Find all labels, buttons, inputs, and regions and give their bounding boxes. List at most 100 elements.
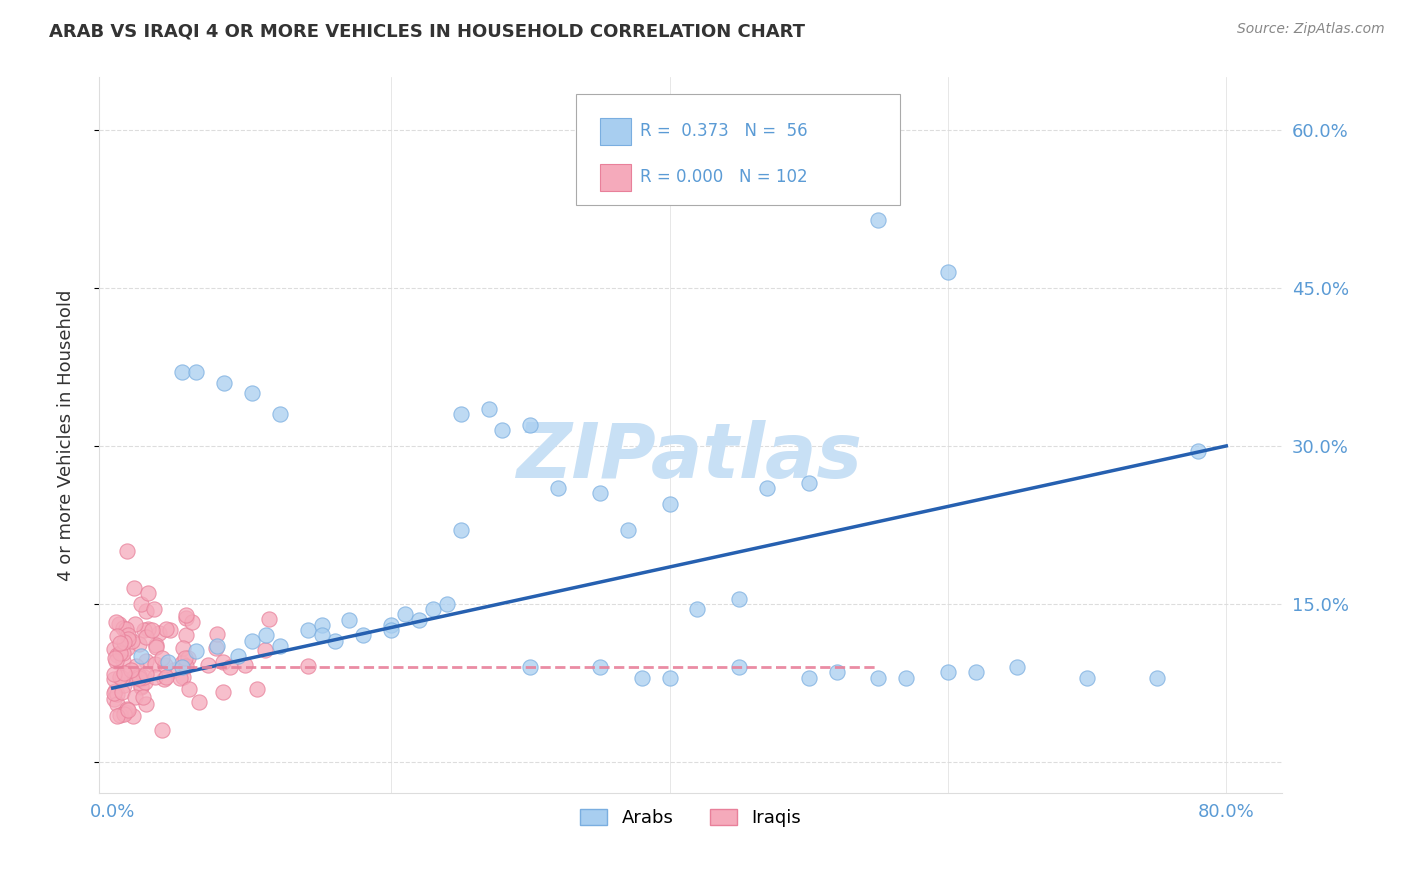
Point	[868, 212, 890, 227]
Point	[105, 615, 128, 630]
Point	[103, 666, 125, 681]
Point	[174, 650, 197, 665]
Point	[311, 628, 333, 642]
Point	[174, 659, 197, 673]
Text: Source: ZipAtlas.com: Source: ZipAtlas.com	[1237, 22, 1385, 37]
Point	[111, 684, 134, 698]
Point	[108, 617, 131, 632]
Point	[1146, 671, 1168, 685]
Point	[297, 659, 319, 673]
Point	[143, 602, 166, 616]
Point	[254, 628, 277, 642]
Point	[129, 679, 152, 693]
Point	[868, 671, 890, 685]
Point	[172, 641, 194, 656]
Point	[491, 423, 513, 437]
Point	[111, 671, 134, 685]
Point	[936, 265, 959, 279]
Point	[150, 650, 173, 665]
Point	[111, 654, 134, 668]
Point	[174, 628, 197, 642]
Point	[135, 630, 157, 644]
Point	[422, 602, 444, 616]
Point	[894, 671, 917, 685]
Point	[128, 672, 150, 686]
Text: R = 0.000   N = 102: R = 0.000 N = 102	[640, 168, 807, 186]
Point	[148, 626, 170, 640]
Point	[114, 622, 136, 636]
Point	[129, 649, 152, 664]
Point	[112, 635, 135, 649]
Point	[616, 523, 638, 537]
Point	[159, 624, 181, 638]
Point	[519, 417, 541, 432]
Point	[186, 644, 208, 658]
Point	[1076, 671, 1098, 685]
Point	[212, 655, 235, 669]
Point	[143, 670, 166, 684]
Point	[172, 660, 194, 674]
Point	[105, 648, 128, 663]
Point	[115, 641, 138, 656]
Point	[135, 654, 157, 668]
Point	[394, 607, 416, 622]
Point	[233, 657, 256, 672]
Point	[269, 408, 291, 422]
Point	[136, 622, 159, 636]
Point	[172, 670, 194, 684]
Point	[155, 657, 177, 672]
Point	[477, 402, 499, 417]
Point	[105, 687, 128, 701]
Point	[259, 612, 281, 626]
Point	[352, 628, 374, 642]
Legend: Arabs, Iraqis: Arabs, Iraqis	[572, 802, 808, 834]
Point	[104, 651, 127, 665]
Point	[134, 675, 156, 690]
Point	[240, 633, 263, 648]
Point	[135, 667, 157, 681]
Point	[297, 623, 319, 637]
Point	[103, 692, 125, 706]
Point	[150, 723, 173, 738]
Point	[129, 680, 152, 694]
Point	[186, 365, 208, 379]
Text: R =  0.373   N =  56: R = 0.373 N = 56	[640, 121, 807, 140]
Point	[120, 664, 142, 678]
Point	[112, 646, 135, 660]
Point	[177, 682, 200, 697]
Point	[135, 697, 157, 711]
Point	[197, 657, 219, 672]
Point	[174, 611, 197, 625]
Point	[212, 685, 235, 699]
Point	[145, 657, 167, 672]
Point	[157, 655, 180, 669]
Point	[111, 621, 134, 635]
Point	[105, 708, 128, 723]
Point	[112, 707, 135, 722]
Point	[112, 665, 135, 680]
Point	[128, 669, 150, 683]
Point	[380, 623, 402, 637]
Point	[965, 665, 987, 680]
Point	[936, 665, 959, 680]
Point	[103, 685, 125, 699]
Point	[728, 660, 751, 674]
Point	[145, 640, 167, 654]
Point	[519, 660, 541, 674]
Point	[825, 665, 848, 680]
Point	[105, 697, 128, 711]
Point	[103, 642, 125, 657]
Point	[1187, 444, 1209, 458]
Point	[797, 671, 820, 685]
Point	[658, 497, 681, 511]
Point	[436, 597, 458, 611]
Point	[135, 604, 157, 618]
Point	[115, 702, 138, 716]
Point	[110, 646, 132, 660]
Point	[174, 608, 197, 623]
Point	[132, 690, 155, 704]
Point	[114, 706, 136, 720]
Point	[207, 627, 229, 641]
Point	[129, 597, 152, 611]
Point	[115, 544, 138, 558]
